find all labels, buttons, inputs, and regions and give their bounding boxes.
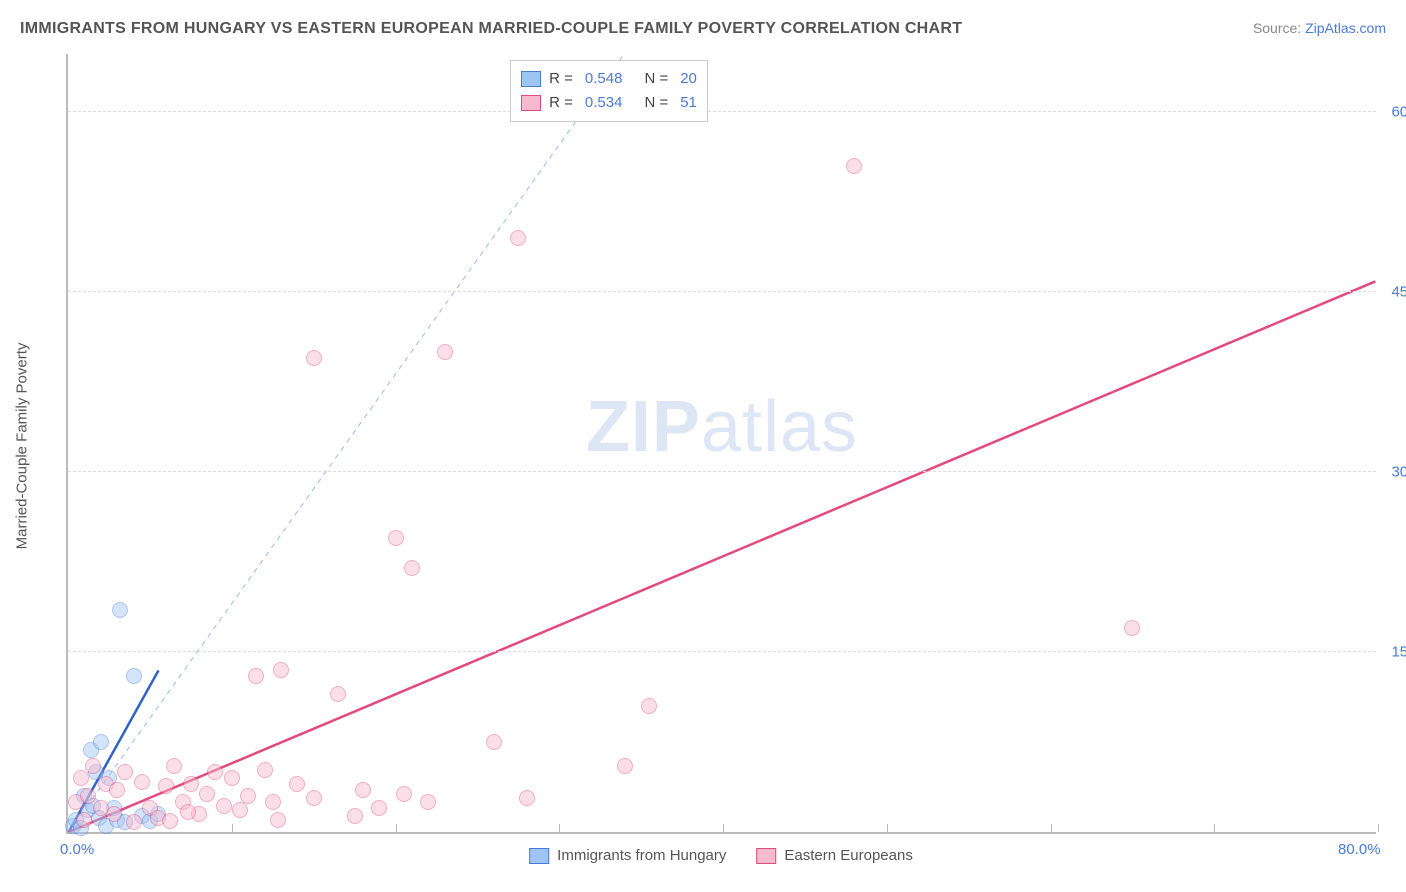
scatter-point: [510, 230, 526, 246]
scatter-point: [216, 798, 232, 814]
gridline-horizontal: [68, 111, 1376, 112]
scatter-point: [404, 560, 420, 576]
scatter-point: [224, 770, 240, 786]
scatter-point: [207, 764, 223, 780]
y-tick-label: 15.0%: [1380, 644, 1406, 661]
legend-row: R = 0.534 N = 51: [521, 91, 697, 115]
scatter-point: [289, 776, 305, 792]
scatter-point: [846, 158, 862, 174]
series-legend: Immigrants from Hungary Eastern Europeans: [529, 847, 913, 864]
scatter-point: [76, 812, 92, 828]
scatter-point: [273, 662, 289, 678]
gridline-vertical: [396, 824, 397, 832]
scatter-point: [248, 668, 264, 684]
gridline-vertical: [232, 824, 233, 832]
gridline-vertical: [1214, 824, 1215, 832]
trend-line: [69, 281, 1376, 832]
legend-n-label: N =: [644, 67, 668, 91]
source-attribution: Source: ZipAtlas.com: [1253, 20, 1386, 36]
gridline-vertical: [559, 824, 560, 832]
trend-line: [69, 54, 624, 832]
legend-series-name: Eastern Europeans: [784, 847, 912, 864]
scatter-point: [109, 782, 125, 798]
scatter-point: [1124, 620, 1140, 636]
scatter-point: [183, 776, 199, 792]
y-axis-label: Married-Couple Family Poverty: [14, 343, 31, 550]
scatter-point: [199, 786, 215, 802]
scatter-point: [106, 806, 122, 822]
source-link[interactable]: ZipAtlas.com: [1305, 20, 1386, 36]
plot-region: ZIPatlas R =0.548N =20R =0.534N =51 15.0…: [66, 54, 1376, 834]
scatter-point: [420, 794, 436, 810]
trend-lines-svg: [68, 54, 1376, 832]
legend-item: Immigrants from Hungary: [529, 847, 726, 864]
legend-r-label: R =: [549, 67, 573, 91]
scatter-point: [240, 788, 256, 804]
scatter-point: [396, 786, 412, 802]
y-tick-label: 45.0%: [1380, 284, 1406, 301]
scatter-point: [85, 758, 101, 774]
scatter-point: [306, 350, 322, 366]
scatter-point: [73, 770, 89, 786]
gridline-vertical: [887, 824, 888, 832]
legend-n-value: 51: [680, 91, 697, 115]
scatter-point: [158, 778, 174, 794]
scatter-point: [270, 812, 286, 828]
scatter-point: [519, 790, 535, 806]
legend-r-value: 0.534: [585, 91, 623, 115]
legend-r-value: 0.548: [585, 67, 623, 91]
watermark-rest: atlas: [701, 387, 858, 467]
x-tick-label: 0.0%: [60, 841, 94, 858]
legend-n-value: 20: [680, 67, 697, 91]
watermark: ZIPatlas: [586, 386, 858, 468]
scatter-point: [355, 782, 371, 798]
legend-series-name: Immigrants from Hungary: [557, 847, 726, 864]
scatter-point: [112, 602, 128, 618]
scatter-point: [371, 800, 387, 816]
chart-area: ZIPatlas R =0.548N =20R =0.534N =51 15.0…: [66, 54, 1376, 834]
scatter-point: [347, 808, 363, 824]
scatter-point: [437, 344, 453, 360]
source-prefix: Source:: [1253, 20, 1305, 36]
legend-item: Eastern Europeans: [756, 847, 912, 864]
legend-swatch: [756, 848, 776, 864]
gridline-horizontal: [68, 651, 1376, 652]
scatter-point: [257, 762, 273, 778]
y-tick-label: 60.0%: [1380, 104, 1406, 121]
gridline-vertical: [1051, 824, 1052, 832]
legend-row: R = 0.548 N = 20: [521, 67, 697, 91]
legend-r-label: R =: [549, 91, 573, 115]
scatter-point: [388, 530, 404, 546]
scatter-point: [162, 813, 178, 829]
scatter-point: [80, 788, 96, 804]
scatter-point: [232, 802, 248, 818]
scatter-point: [134, 774, 150, 790]
gridline-vertical: [1378, 824, 1379, 832]
scatter-point: [617, 758, 633, 774]
scatter-point: [641, 698, 657, 714]
scatter-point: [486, 734, 502, 750]
scatter-point: [117, 764, 133, 780]
scatter-point: [180, 804, 196, 820]
scatter-point: [126, 814, 142, 830]
chart-title: IMMIGRANTS FROM HUNGARY VS EASTERN EUROP…: [20, 20, 962, 38]
legend-n-label: N =: [644, 91, 668, 115]
gridline-horizontal: [68, 471, 1376, 472]
watermark-bold: ZIP: [586, 387, 701, 467]
legend-swatch: [521, 95, 541, 111]
scatter-point: [306, 790, 322, 806]
legend-swatch: [521, 71, 541, 87]
scatter-point: [93, 734, 109, 750]
gridline-horizontal: [68, 291, 1376, 292]
scatter-point: [265, 794, 281, 810]
scatter-point: [330, 686, 346, 702]
scatter-point: [126, 668, 142, 684]
y-tick-label: 30.0%: [1380, 464, 1406, 481]
scatter-point: [166, 758, 182, 774]
correlation-legend: R = 0.548 N = 20 R = 0.534 N = 51: [510, 60, 708, 122]
x-tick-label: 80.0%: [1338, 841, 1381, 858]
legend-swatch: [529, 848, 549, 864]
gridline-vertical: [723, 824, 724, 832]
